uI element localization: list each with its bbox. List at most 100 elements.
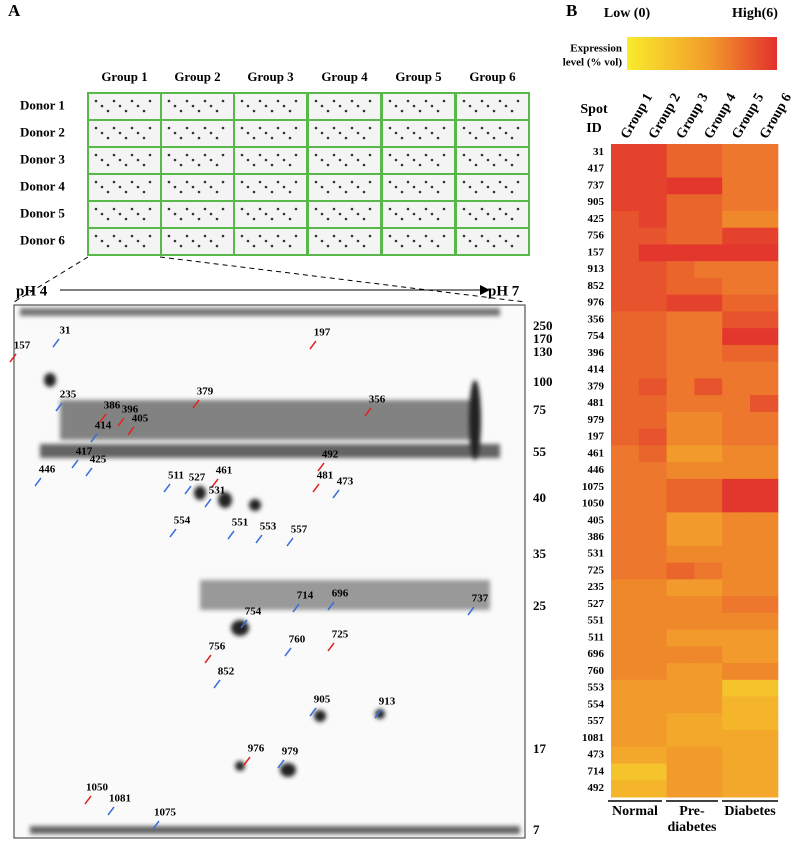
legend-title: level (% vol): [563, 57, 623, 69]
thumb-spot: [406, 180, 410, 184]
thumb-spot: [462, 126, 466, 130]
heatmap-cell: [666, 713, 695, 731]
thumb-spot: [430, 158, 434, 162]
heatmap-cell: [694, 746, 723, 765]
thumb-spot: [148, 153, 152, 157]
heatmap-cell: [694, 227, 723, 245]
spot-label: 696: [332, 588, 349, 600]
spot-id: 737: [588, 179, 605, 191]
mw-label: 170: [533, 331, 553, 346]
spot-label: 197: [314, 327, 331, 339]
thumb-spot: [510, 109, 514, 113]
thumb-spot: [516, 126, 520, 130]
spot-id: 553: [588, 682, 605, 694]
thumb-spot: [124, 217, 128, 221]
thumb-spot: [320, 212, 324, 216]
heatmap-cell: [750, 227, 779, 245]
heatmap-cell: [638, 579, 668, 597]
thumb-spot: [167, 234, 171, 238]
thumb-spot: [112, 153, 116, 157]
spot-id: 551: [588, 615, 605, 627]
heatmap-cell: [722, 730, 751, 748]
spot-arrow: [213, 679, 221, 689]
group-header: Group 5: [395, 69, 442, 84]
heatmap-cell: [722, 512, 751, 530]
heatmap-cell: [722, 612, 751, 631]
spot-label: 905: [314, 694, 331, 706]
spot-label: 425: [90, 454, 107, 466]
spot-id: 979: [588, 414, 605, 426]
thumb-spot: [167, 180, 171, 184]
heatmap-cell: [694, 210, 723, 229]
heatmap-cell: [694, 244, 723, 262]
heatmap-cell: [638, 629, 668, 647]
heatmap-cell: [611, 194, 640, 212]
ph-label: pH 4: [16, 283, 48, 299]
thumb-spot: [436, 244, 440, 248]
spot-arrow: [332, 489, 340, 499]
spot-arrow: [9, 353, 17, 363]
thumb-spot: [282, 185, 286, 189]
thumb-spot: [400, 136, 404, 140]
heatmap-cell: [750, 177, 779, 195]
spot-arrow: [309, 707, 317, 717]
thumb-spot: [191, 131, 195, 135]
thumb-spot: [362, 163, 366, 167]
thumb-spot: [368, 99, 372, 103]
heatmap-cell: [666, 512, 695, 530]
heatmap-cell: [750, 696, 779, 714]
heatmap-cell: [694, 395, 723, 413]
thumb-spot: [167, 153, 171, 157]
gel-thumbnail: [87, 173, 162, 202]
thumb-spot: [418, 190, 422, 194]
heatmap-cell: [638, 328, 668, 346]
thumb-spot: [100, 158, 104, 162]
thumb-spot: [436, 109, 440, 113]
thumb-spot: [142, 244, 146, 248]
thumb-spot: [474, 190, 478, 194]
thumb-spot: [203, 99, 207, 103]
heatmap-cell: [750, 679, 779, 698]
legend-title: Expression: [570, 43, 622, 55]
thumb-spot: [240, 153, 244, 157]
thumb-spot: [388, 126, 392, 130]
panel-label: A: [8, 1, 21, 20]
thumb-spot: [486, 104, 490, 108]
heatmap-cell: [722, 780, 751, 798]
group-header: Group 6: [469, 69, 516, 84]
heatmap-cell: [722, 495, 751, 513]
spot-id: 905: [588, 196, 605, 208]
heatmap-cell: [694, 411, 723, 430]
heatmap-cell: [666, 529, 695, 547]
thumb-spot: [197, 217, 201, 221]
heatmap-cell: [722, 294, 751, 312]
heatmap-cell: [611, 160, 640, 178]
heatmap-cell: [666, 780, 695, 798]
spot-arrow: [184, 485, 192, 495]
heatmap-cell: [611, 746, 640, 765]
thumb-spot: [468, 185, 472, 189]
spot-label: 414: [95, 420, 112, 432]
spot-id: 197: [588, 431, 605, 443]
heatmap-cell: [611, 311, 640, 329]
thumb-spot: [504, 104, 508, 108]
spot-id: 379: [588, 380, 605, 392]
thumb-spot: [504, 185, 508, 189]
gel-thumbnail: [87, 92, 162, 121]
thumb-spot: [100, 104, 104, 108]
heatmap-cell: [750, 244, 779, 262]
thumb-spot: [294, 180, 298, 184]
heatmap-cell: [750, 445, 779, 463]
mw-label: 17: [533, 741, 547, 756]
thumb-spot: [412, 239, 416, 243]
thumb-spot: [394, 158, 398, 162]
gel-thumbnail: [381, 173, 456, 202]
thumb-spot: [270, 217, 274, 221]
heatmap-cell: [722, 244, 751, 262]
thumb-spot: [246, 104, 250, 108]
spot-label: 1075: [154, 807, 177, 819]
spot-arrow: [127, 426, 135, 436]
spot-id: 356: [588, 313, 605, 325]
spot-arrow: [84, 795, 92, 805]
thumb-spot: [246, 239, 250, 243]
